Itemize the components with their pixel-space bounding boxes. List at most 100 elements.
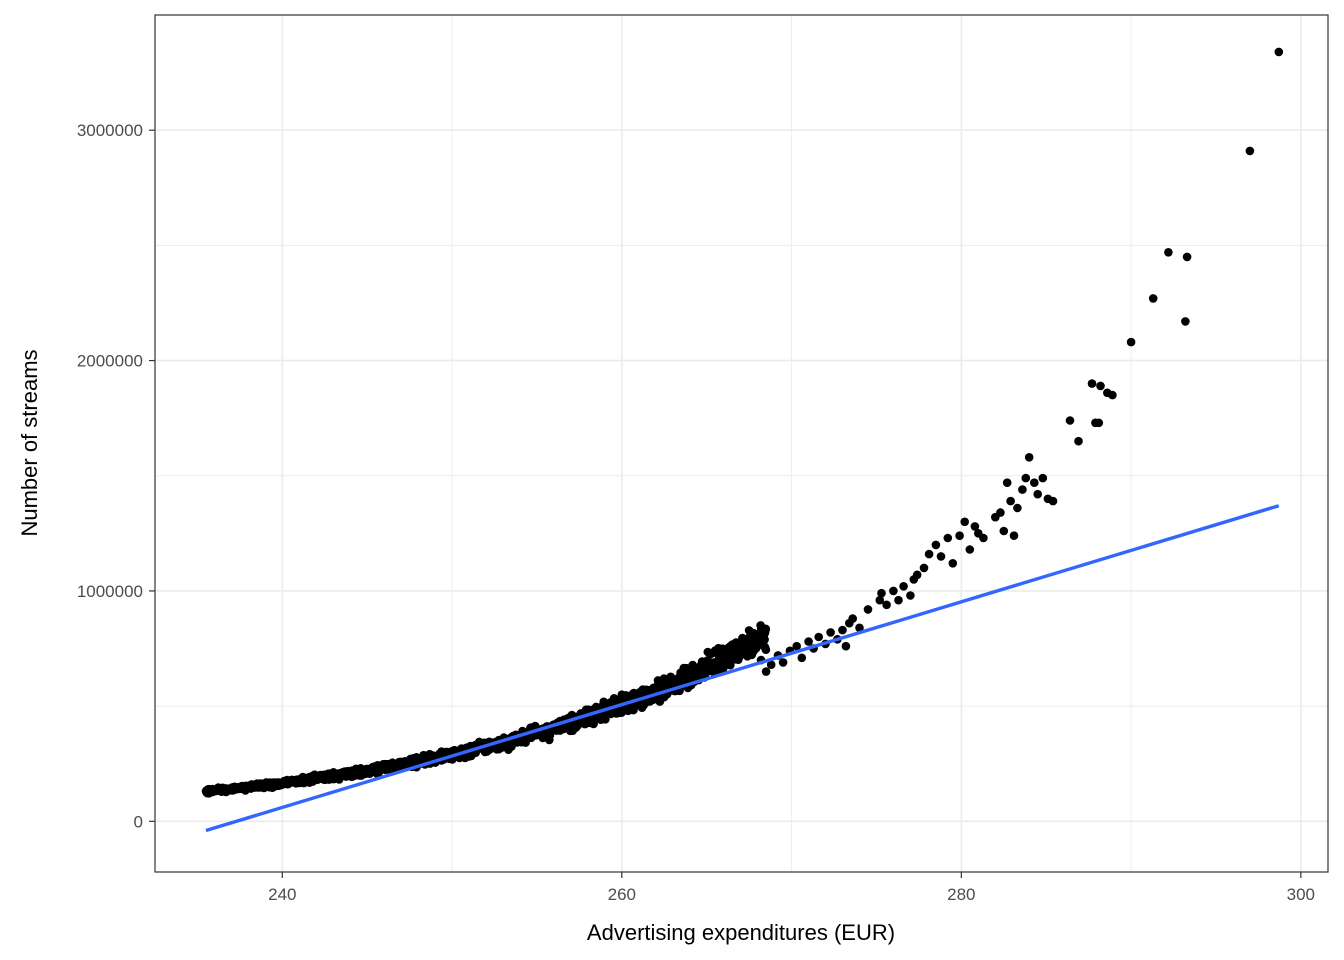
data-point xyxy=(1018,485,1027,494)
data-point xyxy=(906,591,915,600)
data-point xyxy=(792,641,801,651)
data-point xyxy=(1013,503,1022,513)
data-point xyxy=(931,540,941,550)
data-point xyxy=(659,674,669,683)
grid-major xyxy=(155,15,1328,872)
data-point xyxy=(1096,381,1105,391)
data-point xyxy=(912,570,922,580)
data-point xyxy=(581,705,591,714)
data-point xyxy=(677,673,687,683)
data-point xyxy=(1164,248,1173,257)
data-point xyxy=(778,658,788,667)
x-axis: 240 260 280 300 xyxy=(268,872,1315,904)
data-point xyxy=(271,778,280,788)
data-point xyxy=(761,667,771,676)
y-tick-label: 2000000 xyxy=(77,352,143,371)
data-point xyxy=(285,777,295,786)
data-point xyxy=(228,785,237,794)
data-point xyxy=(758,632,767,641)
data-point xyxy=(480,747,490,757)
data-point xyxy=(1094,418,1104,428)
data-point xyxy=(574,719,583,729)
x-tick-label: 280 xyxy=(947,885,975,904)
data-point xyxy=(731,653,741,663)
data-point xyxy=(311,773,321,783)
data-point xyxy=(855,623,864,633)
data-point xyxy=(756,624,766,634)
data-point xyxy=(1087,379,1097,388)
data-point xyxy=(623,706,633,716)
data-point xyxy=(1148,294,1158,303)
data-point xyxy=(1274,47,1284,57)
data-point xyxy=(979,533,988,543)
y-tick-label: 1000000 xyxy=(77,582,143,601)
data-point xyxy=(960,517,969,527)
data-point xyxy=(965,545,975,554)
data-point xyxy=(244,782,253,792)
data-point xyxy=(715,647,724,656)
data-point xyxy=(538,733,548,743)
data-point xyxy=(507,742,516,751)
data-point xyxy=(919,563,929,573)
data-point xyxy=(1006,496,1015,506)
data-point xyxy=(406,754,415,764)
data-point xyxy=(1030,478,1039,488)
y-axis: 0 1000000 2000000 3000000 xyxy=(77,121,155,831)
data-point xyxy=(706,649,716,658)
data-point xyxy=(376,765,385,774)
data-point xyxy=(1009,531,1019,540)
data-point xyxy=(804,637,813,646)
data-point xyxy=(545,735,554,745)
y-tick-label: 0 xyxy=(134,812,143,831)
data-point xyxy=(838,625,847,635)
data-point xyxy=(254,781,264,790)
x-tick-label: 240 xyxy=(268,885,296,904)
data-point xyxy=(706,658,715,667)
data-point xyxy=(715,657,725,666)
data-point xyxy=(342,768,352,777)
data-point xyxy=(685,667,694,677)
x-tick-label: 300 xyxy=(1287,885,1315,904)
data-points xyxy=(201,47,1284,798)
data-point xyxy=(894,595,903,605)
data-point xyxy=(948,559,958,568)
data-point xyxy=(746,634,755,644)
data-point xyxy=(863,605,873,614)
data-point xyxy=(730,644,739,653)
data-point xyxy=(609,694,619,703)
data-point xyxy=(877,588,886,598)
x-axis-title: Advertising expenditures (EUR) xyxy=(587,920,895,945)
data-point xyxy=(1108,390,1117,400)
data-point xyxy=(996,508,1005,517)
fit-line xyxy=(205,504,1280,833)
data-point xyxy=(278,779,287,788)
data-point xyxy=(826,628,835,637)
data-point xyxy=(875,595,885,605)
data-point xyxy=(351,766,361,775)
panel-background xyxy=(155,15,1328,872)
data-point xyxy=(848,614,857,623)
data-point xyxy=(389,762,399,771)
data-point xyxy=(568,726,577,735)
data-point xyxy=(999,526,1009,536)
data-point xyxy=(889,586,898,596)
data-point xyxy=(1245,146,1255,156)
data-point xyxy=(955,531,964,540)
data-point xyxy=(1033,489,1042,499)
data-point xyxy=(590,714,600,724)
y-tick-label: 3000000 xyxy=(77,121,143,140)
data-point xyxy=(296,776,306,786)
data-point xyxy=(1065,416,1075,425)
data-point xyxy=(761,645,771,654)
data-point xyxy=(723,651,733,660)
data-point xyxy=(710,666,720,676)
data-point xyxy=(1048,496,1058,506)
data-point xyxy=(882,600,891,610)
data-point xyxy=(361,766,371,776)
data-point xyxy=(814,632,823,642)
data-point xyxy=(324,775,334,784)
x-tick-label: 260 xyxy=(608,885,636,904)
data-point xyxy=(943,533,953,543)
data-point xyxy=(214,786,224,796)
